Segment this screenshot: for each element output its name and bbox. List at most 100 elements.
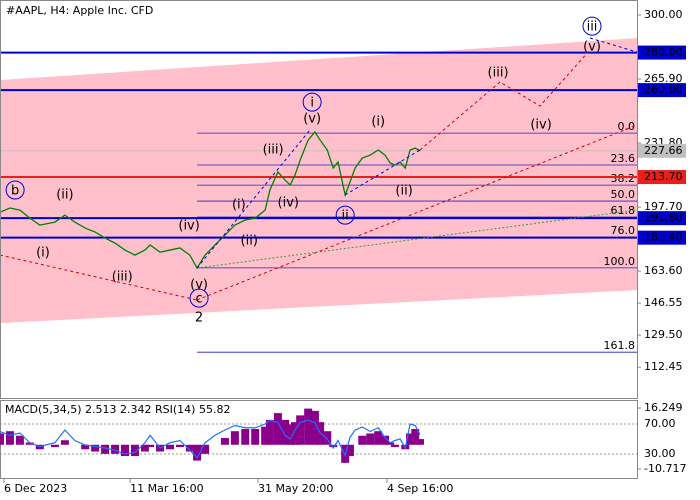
fib-label: 23.6 (611, 152, 636, 165)
channel (0, 38, 637, 324)
level-tag (638, 83, 686, 98)
level-tag-label: 280.00 (644, 46, 683, 59)
macd-bar (130, 444, 139, 457)
y-tick-label: 197.70 (644, 200, 683, 213)
macd-bar (386, 442, 395, 445)
macd-bar (380, 435, 389, 445)
level-tag-label: 227.66 (644, 144, 683, 157)
macd-bar (416, 439, 425, 445)
wave-circle (582, 16, 602, 36)
fib-label: 161.8 (604, 339, 636, 352)
price-panel: 0.0 23.6 38.2 50.0 61.8 76.0 100.0 161.8 b (i) (ii… (0, 16, 637, 353)
macd-bar (0, 433, 4, 445)
y-tick-label: 16.249 (644, 401, 683, 414)
y2-tick-label: 30.00 (644, 447, 676, 460)
level-tag (638, 211, 686, 226)
trend-line (196, 209, 638, 269)
macd-bar (193, 444, 202, 461)
macd-bar (50, 444, 59, 448)
level-tag-label: 181.40 (644, 231, 683, 244)
fib-label: 0.0 (618, 120, 636, 133)
wave-label: (ii) (395, 183, 412, 198)
wave-label: (iv) (278, 196, 299, 211)
wave-label: i (310, 96, 314, 111)
y-tick-label: 146.55 (644, 296, 683, 309)
macd-bar (15, 435, 24, 445)
y-tick-label: 265.90 (644, 72, 683, 85)
wave-circle (335, 205, 355, 225)
x-tick-label: 11 Mar 16:00 (130, 482, 203, 495)
x-tick-label: 4 Sep 16:00 (387, 482, 453, 495)
macd-bar (25, 442, 34, 445)
level-tag (638, 45, 686, 60)
trend-line (196, 124, 638, 301)
x-tick-label: 6 Dec 2023 (4, 482, 67, 495)
level-tag-label: 191.80 (644, 211, 683, 224)
macd-bar (374, 431, 383, 445)
macd-bar (220, 437, 229, 445)
wave-label: b (11, 183, 19, 198)
macd-bar (261, 426, 270, 445)
indicator-label: MACD(5,34,5) 2.513 2.342 RSI(14) 55.82 (5, 403, 230, 416)
wave-label: (iii) (488, 66, 509, 81)
macd-bar (201, 444, 210, 454)
wave-label: (i) (232, 198, 246, 213)
y-tick-label: -10.717 (644, 462, 686, 475)
plot-border (0, 0, 638, 399)
macd-bar (358, 435, 367, 445)
macd-bar (411, 428, 420, 445)
macd-bar (146, 444, 155, 448)
macd-bar (111, 444, 120, 454)
macd-bar (296, 415, 305, 445)
projection-line (0, 254, 198, 301)
wave-label: 2 (195, 311, 203, 326)
wave-circle (5, 180, 25, 200)
rsi-line (0, 419, 421, 459)
fib-label: 61.8 (611, 204, 636, 217)
chart-title: #AAPL, H4: Apple Inc. CFD (6, 4, 153, 17)
macd-bar (286, 424, 295, 445)
macd-bar (291, 422, 300, 445)
y2-tick-label: 70.00 (644, 417, 676, 430)
macd-bar (91, 444, 100, 452)
macd-bar (230, 431, 239, 445)
wave-label: (v) (583, 39, 601, 54)
wave-label: (iv) (178, 219, 199, 234)
wave-circle (302, 92, 322, 112)
macd-bar (329, 444, 338, 448)
fib-label: 100.0 (604, 255, 636, 268)
macd-bar (121, 444, 130, 457)
wave-label: (i) (36, 246, 50, 261)
y-tick-label: 129.50 (644, 328, 683, 341)
wave-label: (iii) (112, 270, 133, 285)
fib-label: 38.2 (611, 172, 636, 185)
macd-bar (265, 419, 274, 445)
macd-bar (310, 410, 319, 445)
y-tick-label: 112.45 (644, 360, 683, 373)
wave-label: (i) (371, 115, 385, 130)
macd-bar (60, 440, 69, 445)
fib-label: 76.0 (611, 224, 636, 237)
macd-bar (5, 431, 14, 445)
wave-label: (iii) (263, 143, 284, 158)
macd-bar (165, 444, 174, 450)
wave-label: ii (342, 209, 349, 224)
wave-label: iii (587, 20, 598, 35)
level-tag (638, 143, 686, 158)
macd-bar (273, 413, 282, 445)
wave-label: (v) (190, 278, 208, 293)
macd-bar (366, 433, 375, 445)
macd-bar (251, 428, 260, 445)
macd-bar (175, 444, 184, 448)
macd-bar (406, 433, 415, 445)
fib-label: 50.0 (611, 188, 636, 201)
macd-bar (345, 444, 354, 457)
level-tag-label: 213.70 (644, 170, 683, 183)
macd-bar (390, 444, 399, 448)
wave-label: (ii) (241, 234, 258, 249)
wave-label: (ii) (56, 188, 73, 203)
macd-bar (281, 419, 290, 445)
x-tick-label: 31 May 20:00 (258, 482, 333, 495)
macd-bar (140, 444, 149, 452)
